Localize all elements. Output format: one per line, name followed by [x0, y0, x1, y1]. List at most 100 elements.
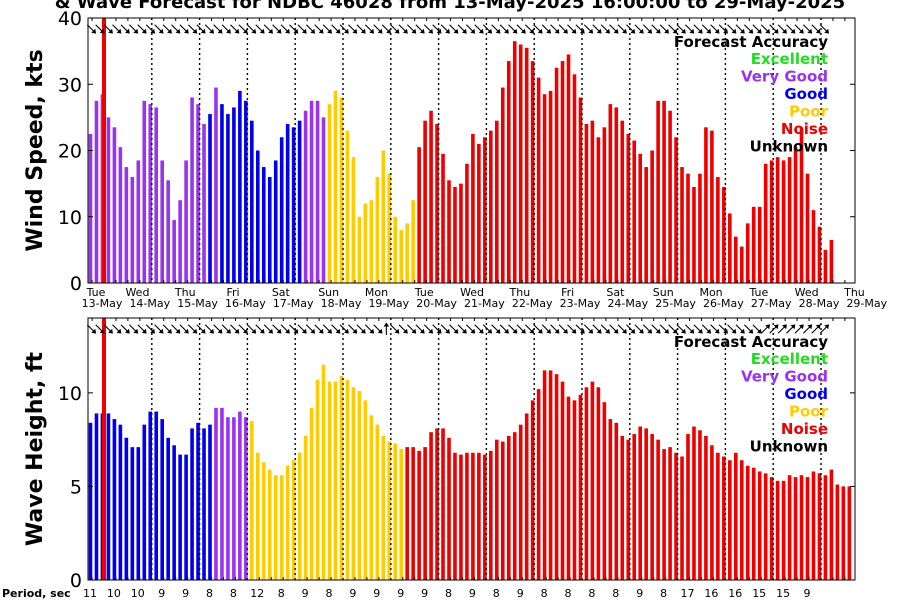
- arrow-head: [655, 28, 661, 34]
- arrow-head: [259, 28, 265, 34]
- wind-bar: [506, 61, 511, 283]
- wave-bar: [160, 419, 164, 580]
- wind-bar: [106, 117, 111, 283]
- day-date: 24-May: [607, 297, 648, 310]
- arrow-head: [183, 328, 189, 334]
- wind-bar: [614, 107, 619, 283]
- arrow-head: [217, 28, 223, 34]
- wind-bar: [369, 200, 374, 283]
- arrow-head: [706, 28, 712, 34]
- wind-bar: [345, 130, 350, 283]
- arrow-head: [183, 28, 189, 34]
- arrow-head: [697, 28, 703, 34]
- wind-bar: [357, 216, 362, 283]
- day-date: 28-May: [799, 297, 840, 310]
- day-date: 16-May: [225, 297, 266, 310]
- wave-bar: [196, 422, 200, 580]
- wind-bar: [745, 223, 750, 283]
- direction-arrow-icon: [583, 24, 594, 34]
- direction-arrow-icon: [398, 324, 408, 334]
- day-date: 21-May: [464, 297, 505, 310]
- wave-bar: [297, 452, 302, 580]
- wave-bar: [793, 477, 798, 580]
- direction-arrow-icon: [162, 324, 172, 334]
- arrow-head: [445, 28, 450, 34]
- direction-arrow-icon: [364, 24, 375, 34]
- arrow-head: [638, 328, 644, 334]
- wind-bar: [566, 54, 571, 283]
- direction-arrow-icon: [651, 324, 661, 334]
- day-date: 18-May: [321, 297, 362, 310]
- direction-arrow-icon: [196, 324, 206, 334]
- legend-item: Very Good: [741, 68, 828, 86]
- wave-bar: [130, 447, 135, 580]
- direction-arrow-icon: [743, 24, 754, 34]
- wave-bar: [710, 445, 714, 580]
- day-name: Wed: [125, 286, 149, 299]
- wave-bar: [393, 443, 398, 580]
- wave-bar: [566, 396, 571, 580]
- wave-bar: [244, 417, 248, 580]
- arrow-head: [133, 328, 139, 334]
- arrow-head: [529, 28, 535, 34]
- period-value: 9: [397, 587, 404, 600]
- arrow-head: [504, 28, 509, 34]
- period-value: 15: [752, 587, 766, 600]
- wave-bar: [805, 477, 810, 580]
- wave-bar: [261, 462, 266, 580]
- arrow-head: [419, 28, 425, 34]
- arrow-head: [470, 328, 476, 334]
- direction-arrow-icon: [668, 24, 678, 34]
- wind-bar: [775, 157, 780, 283]
- wave-bar: [465, 452, 469, 580]
- arrow-head: [453, 28, 459, 34]
- direction-arrow-icon: [516, 324, 526, 334]
- arrow-head: [200, 328, 206, 334]
- period-axis-label: Period, sec: [2, 587, 71, 600]
- arrow-head: [782, 324, 787, 330]
- wave-bar: [279, 475, 284, 580]
- arrow-head: [301, 28, 307, 34]
- direction-arrow-icon: [356, 324, 366, 334]
- direction-arrow-icon: [524, 324, 535, 334]
- wave-bar: [542, 370, 547, 580]
- period-value: 9: [373, 587, 380, 600]
- direction-arrow-icon: [179, 24, 189, 34]
- direction-arrow-icon: [777, 24, 787, 34]
- wind-bar: [728, 213, 732, 283]
- wave-bar: [698, 430, 702, 580]
- period-value: 8: [565, 587, 572, 600]
- direction-arrow-icon: [634, 24, 644, 34]
- wave-bar: [166, 437, 170, 580]
- wave-bar: [668, 447, 672, 580]
- arrow-head: [655, 328, 661, 334]
- wind-bar: [596, 137, 601, 283]
- wave-bar: [112, 419, 117, 580]
- direction-arrow-icon: [685, 324, 695, 334]
- wind-bar: [399, 230, 403, 283]
- arrow-head: [428, 328, 434, 334]
- legend-title: Forecast Accuracy: [674, 33, 828, 51]
- direction-arrow-icon: [727, 24, 737, 34]
- arrow-head: [681, 328, 686, 334]
- arrow-head: [697, 328, 703, 334]
- day-name: Sun: [653, 286, 674, 299]
- wind-bar: [536, 77, 541, 283]
- direction-arrow-icon: [743, 324, 754, 334]
- period-value: 8: [612, 587, 619, 600]
- arrow-head: [504, 328, 509, 334]
- arrow-head: [706, 328, 712, 334]
- wind-bar: [411, 200, 415, 283]
- arrow-head: [158, 328, 164, 334]
- wave-height-panel: 0 5 10 Wave Height, ft Forecast AccuracyExce…: [23, 317, 856, 592]
- y-tick-label: 0: [70, 570, 82, 592]
- wind-bar: [250, 120, 254, 283]
- wind-bar: [387, 173, 392, 283]
- arrow-head: [445, 328, 450, 334]
- wave-bar: [94, 413, 99, 580]
- legend-item: Poor: [789, 403, 829, 421]
- arrow-head: [773, 324, 779, 330]
- direction-arrow-icon: [769, 324, 779, 334]
- direction-arrow-icon: [718, 324, 728, 334]
- direction-arrow-icon: [407, 324, 417, 334]
